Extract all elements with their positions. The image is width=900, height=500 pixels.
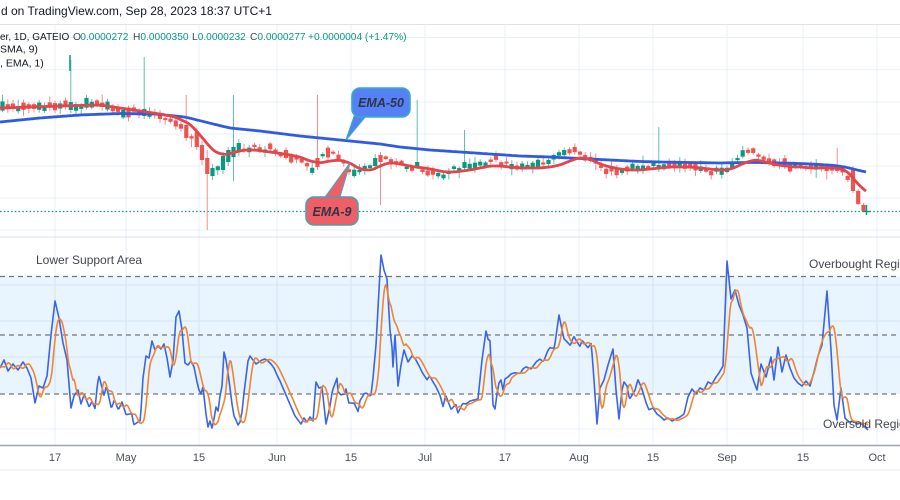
svg-text:H: H: [133, 32, 140, 43]
svg-text:17: 17: [499, 452, 511, 464]
svg-text:Oct: Oct: [868, 452, 885, 464]
svg-text:O: O: [73, 32, 81, 43]
svg-text:Overbought Region: Overbought Region: [809, 257, 900, 271]
svg-text:er, 1D, GATEIO: er, 1D, GATEIO: [0, 32, 69, 43]
svg-text:0.0000350: 0.0000350: [140, 32, 188, 43]
svg-text:Lower Support Area: Lower Support Area: [36, 253, 142, 267]
svg-text:, EMA, 1): , EMA, 1): [0, 58, 44, 70]
svg-text:Aug: Aug: [569, 452, 589, 464]
svg-text:15: 15: [193, 452, 205, 464]
svg-text:17: 17: [49, 452, 61, 464]
svg-text:+0.0000004 (+1.47%): +0.0000004 (+1.47%): [308, 32, 407, 43]
svg-text:Jun: Jun: [268, 452, 286, 464]
svg-text:15: 15: [797, 452, 809, 464]
svg-text:Jul: Jul: [418, 452, 432, 464]
svg-text:C: C: [250, 32, 257, 43]
svg-text:15: 15: [345, 452, 357, 464]
svg-text:L: L: [192, 32, 198, 43]
svg-text:EMA-50: EMA-50: [358, 96, 404, 110]
svg-text:d on TradingView.com, Sep 28,: d on TradingView.com, Sep 28, 2023 18:37…: [1, 4, 272, 18]
svg-text:0.0000232: 0.0000232: [198, 32, 246, 43]
svg-text:Oversold Region: Oversold Region: [823, 417, 900, 431]
svg-text:Sep: Sep: [717, 452, 737, 464]
svg-text:15: 15: [647, 452, 659, 464]
svg-text:May: May: [116, 452, 137, 464]
svg-text:SMA, 9): SMA, 9): [0, 44, 38, 56]
svg-text:EMA-9: EMA-9: [313, 205, 352, 219]
svg-text:0.0000272: 0.0000272: [80, 32, 128, 43]
svg-text:0.0000277: 0.0000277: [257, 32, 305, 43]
